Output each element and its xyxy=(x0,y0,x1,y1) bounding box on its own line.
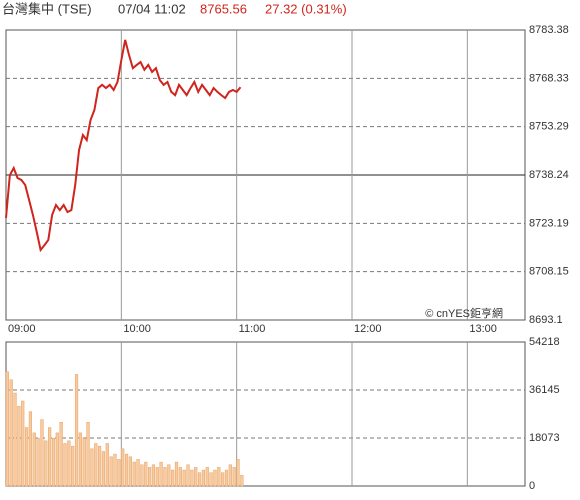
volume-bar xyxy=(55,432,59,487)
volume-bar xyxy=(124,453,129,487)
volume-bar xyxy=(48,427,52,487)
volume-bar xyxy=(197,472,202,487)
quote-change: 27.32 (0.31%) xyxy=(265,1,347,16)
y-tick-label: 8768.33 xyxy=(529,72,569,84)
volume-bar xyxy=(159,461,163,487)
volume-bar xyxy=(174,461,179,487)
volume-bar xyxy=(178,467,182,487)
volume-bar xyxy=(128,456,132,487)
x-tick-label: 11:00 xyxy=(239,323,266,335)
volume-bar xyxy=(171,469,175,487)
volume-bar xyxy=(36,437,40,487)
y-tick-label: 8723.19 xyxy=(529,217,569,229)
volume-bar xyxy=(21,400,25,487)
y-tick-label: 8783.38 xyxy=(529,24,569,36)
volume-bar xyxy=(105,443,109,487)
volume-bar xyxy=(74,374,79,487)
volume-bar xyxy=(40,419,44,487)
price-line xyxy=(5,39,242,253)
y-tick-label: 36145 xyxy=(529,384,560,396)
y-tick-label: 54218 xyxy=(529,336,560,348)
volume-bar xyxy=(186,464,190,487)
volume-bar xyxy=(221,472,225,487)
volume-bar xyxy=(17,406,21,487)
y-tick-label: 18073 xyxy=(529,432,560,444)
volume-bar xyxy=(155,467,159,487)
volume-bar xyxy=(78,432,82,487)
volume-bar xyxy=(51,437,56,487)
volume-bar xyxy=(232,467,236,487)
volume-bar xyxy=(71,445,75,487)
x-tick-label: 09:00 xyxy=(8,323,36,335)
volume-bar xyxy=(140,464,144,487)
volume-bar xyxy=(82,437,86,487)
volume-bar xyxy=(101,451,106,487)
volume-bar xyxy=(32,432,36,487)
volume-bar xyxy=(121,448,125,487)
volume-bar xyxy=(136,459,140,487)
volume-bar xyxy=(24,427,29,487)
volume-bar xyxy=(67,440,71,487)
quote-price: 8765.56 xyxy=(200,1,247,16)
volume-bar xyxy=(236,459,240,487)
volume-bar xyxy=(163,467,167,487)
watermark: © cnYES鉅亨網 xyxy=(425,306,503,320)
volume-bar xyxy=(224,469,229,487)
volume-bar xyxy=(209,472,213,487)
volume-bar xyxy=(190,469,194,487)
x-tick-label: 10:00 xyxy=(123,323,151,335)
volume-bar xyxy=(13,392,17,487)
volume-bar xyxy=(205,467,209,487)
volume-bar xyxy=(90,448,94,487)
volume-bar xyxy=(9,379,13,487)
volume-bar xyxy=(98,445,102,487)
volume-bar xyxy=(28,411,33,487)
volume-bar xyxy=(201,469,206,487)
volume-bar xyxy=(5,371,9,487)
volume-bar xyxy=(59,422,63,487)
volume-bar xyxy=(94,443,98,487)
volume-bar xyxy=(217,467,221,487)
y-tick-label: 8753.29 xyxy=(529,121,569,133)
index-name: 台灣集中 (TSE) xyxy=(2,1,92,16)
volume-bar xyxy=(167,464,171,487)
volume-bar xyxy=(147,467,152,487)
volume-bar xyxy=(113,453,117,487)
volume-bar xyxy=(132,461,136,487)
volume-bar xyxy=(194,467,198,487)
volume-bar xyxy=(86,422,90,487)
volume-bar xyxy=(44,440,48,487)
y-tick-label: 8708.15 xyxy=(529,266,569,278)
volume-bar xyxy=(63,443,67,487)
x-tick-label: 12:00 xyxy=(354,323,382,335)
y-tick-label: 8738.24 xyxy=(529,169,569,181)
quote-time: 07/04 11:02 xyxy=(118,1,186,16)
volume-bar xyxy=(117,459,121,487)
volume-bar xyxy=(109,456,113,487)
volume-bar xyxy=(213,469,217,487)
volume-bar xyxy=(228,464,232,487)
volume-bar xyxy=(240,475,244,487)
y-tick-label: 0 xyxy=(529,480,535,492)
y-tick-label: 8693.1 xyxy=(529,314,563,326)
volume-bar xyxy=(182,469,186,487)
x-tick-label: 13:00 xyxy=(469,323,497,335)
volume-bar xyxy=(144,461,148,487)
volume-bar xyxy=(151,464,156,487)
